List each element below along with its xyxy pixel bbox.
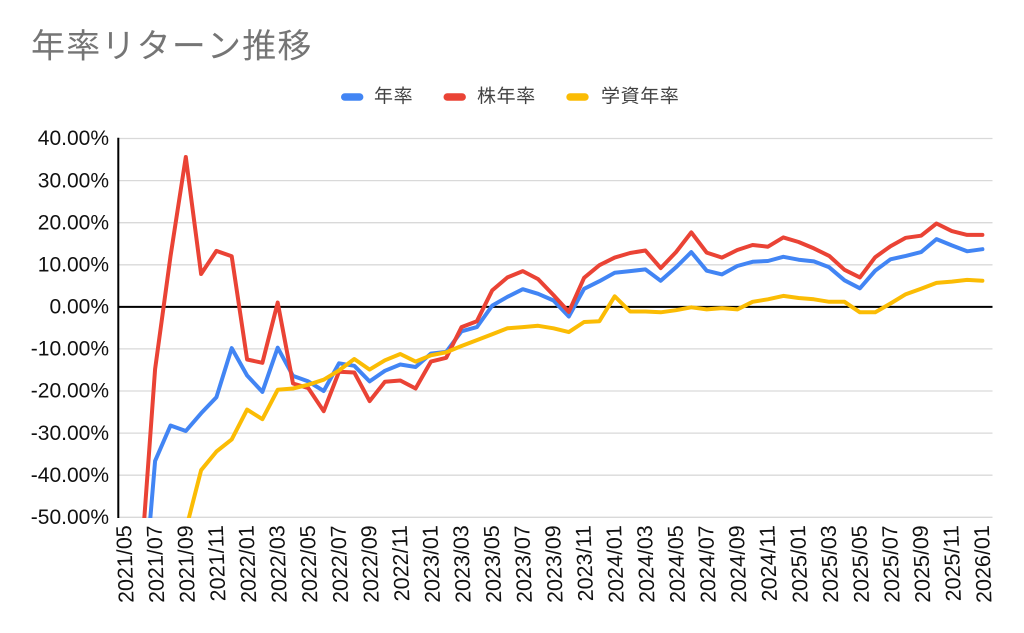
svg-text:2021/09: 2021/09 — [173, 525, 200, 604]
svg-text:2022/01: 2022/01 — [235, 525, 262, 604]
svg-text:2025/01: 2025/01 — [786, 525, 813, 604]
svg-text:2022/07: 2022/07 — [326, 525, 353, 604]
svg-text:2024/03: 2024/03 — [633, 525, 660, 604]
svg-text:2023/05: 2023/05 — [480, 525, 507, 604]
svg-text:-50.00%: -50.00% — [31, 506, 109, 529]
svg-text:0.00%: 0.00% — [49, 296, 109, 319]
svg-text:2023/09: 2023/09 — [541, 525, 568, 604]
svg-text:2025/09: 2025/09 — [909, 525, 936, 604]
svg-text:40.00%: 40.00% — [38, 127, 109, 150]
svg-text:20.00%: 20.00% — [38, 211, 109, 234]
svg-text:2022/09: 2022/09 — [357, 525, 384, 604]
svg-text:-20.00%: -20.00% — [31, 380, 109, 403]
svg-text:10.00%: 10.00% — [38, 254, 109, 277]
svg-text:2021/07: 2021/07 — [143, 525, 170, 604]
svg-text:2023/07: 2023/07 — [510, 525, 537, 604]
svg-text:30.00%: 30.00% — [38, 169, 109, 192]
svg-text:2022/03: 2022/03 — [265, 525, 292, 604]
svg-text:2022/05: 2022/05 — [296, 525, 323, 604]
svg-text:2022/11: 2022/11 — [388, 525, 415, 602]
svg-text:2025/05: 2025/05 — [847, 525, 874, 604]
svg-text:2024/11: 2024/11 — [755, 525, 782, 602]
svg-text:2025/07: 2025/07 — [878, 525, 905, 604]
svg-text:2023/01: 2023/01 — [418, 525, 445, 604]
svg-text:-40.00%: -40.00% — [31, 464, 109, 487]
svg-text:2025/11: 2025/11 — [939, 525, 966, 602]
svg-text:2023/03: 2023/03 — [449, 525, 476, 604]
svg-text:2024/05: 2024/05 — [663, 525, 690, 604]
svg-text:2024/09: 2024/09 — [725, 525, 752, 604]
svg-text:-30.00%: -30.00% — [31, 422, 109, 445]
svg-text:2026/01: 2026/01 — [970, 525, 997, 604]
svg-text:2024/07: 2024/07 — [694, 525, 721, 604]
svg-text:2024/01: 2024/01 — [602, 525, 629, 604]
svg-text:-10.00%: -10.00% — [31, 338, 109, 361]
svg-text:2021/11: 2021/11 — [204, 525, 231, 602]
svg-text:2021/05: 2021/05 — [112, 525, 139, 604]
svg-text:2025/03: 2025/03 — [817, 525, 844, 604]
svg-text:2023/11: 2023/11 — [572, 525, 599, 602]
